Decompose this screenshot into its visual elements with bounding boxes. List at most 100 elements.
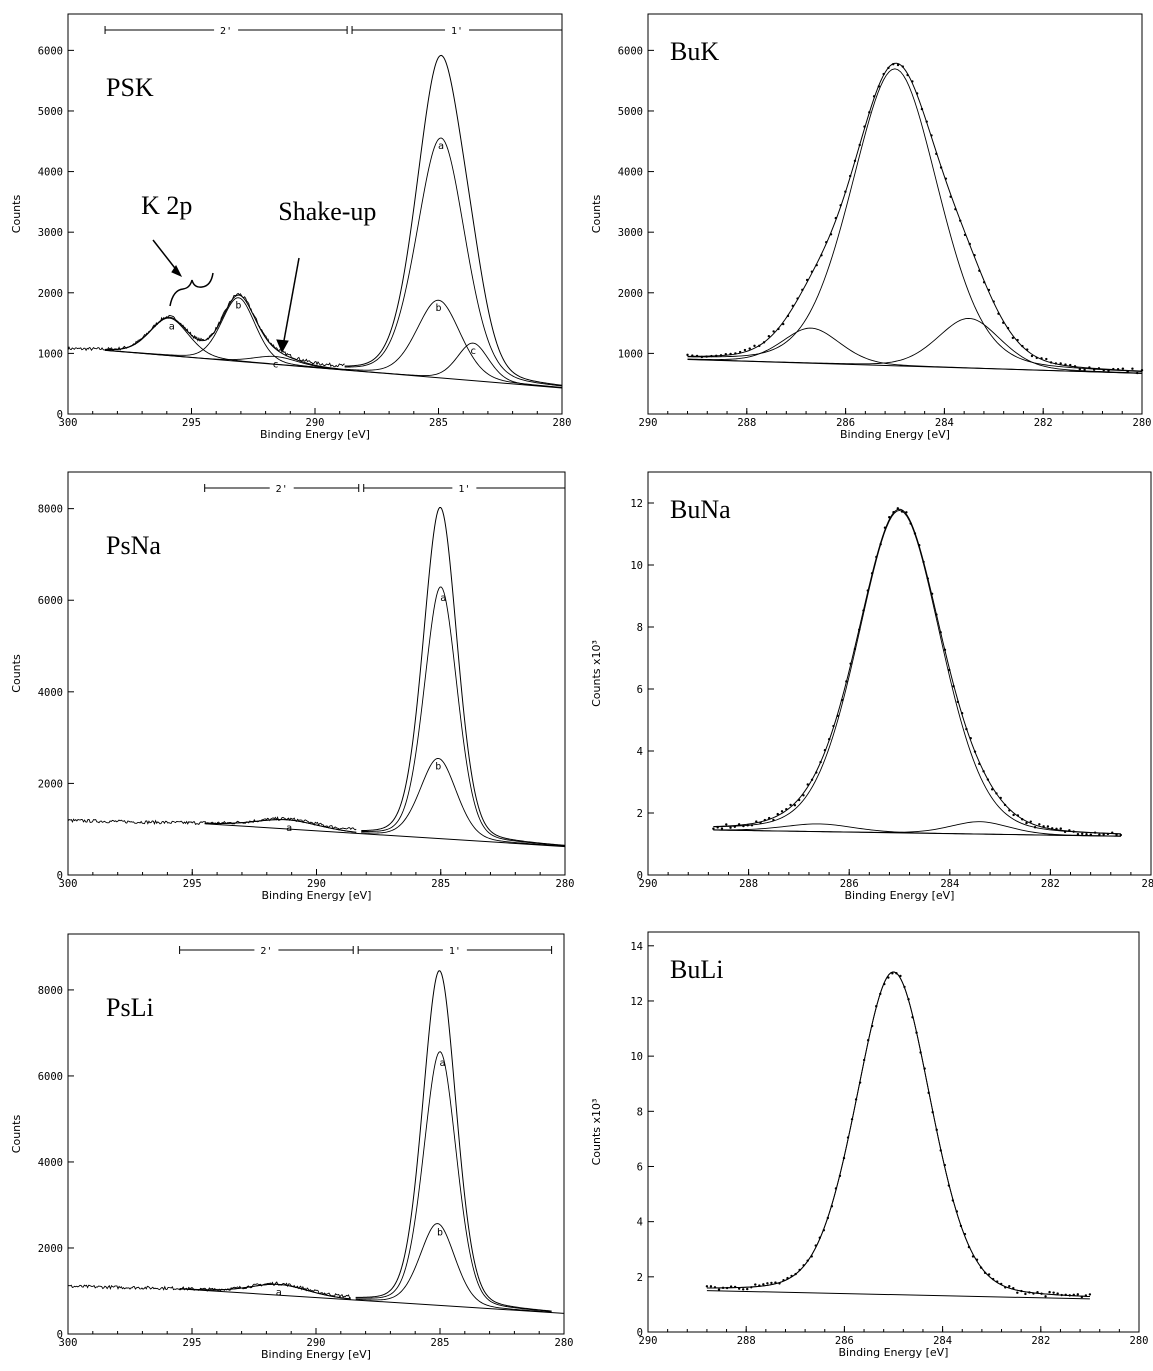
buk-data-point [949,195,952,198]
buna-data-point [725,823,728,826]
buli-data-point [879,992,882,996]
buna-data-point [858,628,861,631]
psk-range-label: 2' [220,26,232,37]
buli-data-point [963,1232,967,1236]
buna-xlabel: Binding Energy [eV] [845,889,955,902]
buli-data-point [1012,1287,1015,1290]
buli-data-point [899,974,902,978]
buli-data-point [729,1285,733,1288]
buna-data-point [905,511,908,514]
buk-data-point [1035,356,1038,360]
psk-component-c [105,349,348,371]
buli-data-point [935,1128,938,1132]
buna-data-point [746,824,749,827]
buk-data-point [1121,367,1125,370]
buk-data-point [1097,367,1101,370]
buna-ytick-label: 8 [637,622,643,634]
buli-data-point [1036,1291,1039,1294]
buk-data-point [868,111,871,114]
buna-data-point [900,510,904,513]
buli-data-point [919,1051,922,1054]
buli-data-point [705,1285,709,1288]
k2p-arrowhead [171,265,183,278]
psli-ytick-label: 0 [57,1329,63,1341]
buk-data-point [954,208,957,211]
buna-ytick-label: 4 [637,746,643,758]
psk-envelope [105,294,348,371]
buna-data-point [815,771,818,774]
buk-data-point [801,288,804,292]
buna-data-point [759,821,762,824]
psli-xtick-label: 285 [431,1337,450,1349]
buli-xtick-label: 284 [933,1335,952,1347]
psk-xtick-label: 285 [429,417,448,429]
buna-data-point [806,783,809,786]
buli-data-point [883,982,886,986]
buk-data-point [820,254,823,257]
buk-data-point [1116,368,1120,371]
buli-data-point [750,1286,753,1289]
buna-xtick-label: 286 [840,878,859,890]
psna-component-a [204,819,357,833]
psli-background-line [179,1288,565,1314]
buk-data-point [834,216,838,220]
buna-data-point [930,592,934,595]
buli-data-point [907,998,910,1001]
buk-ytick-label: 4000 [618,167,643,179]
buna-data-point [1098,833,1101,836]
buna-data-point [875,555,878,559]
buk-data-point [973,254,976,257]
buli-data-point [806,1259,809,1262]
panel-buna: 290 288 286 284 282 280 0 2 4 6 8 10 12 Binding Energ… [590,471,1153,902]
buli-data-point [1060,1293,1063,1297]
buk-data-point [1073,365,1077,368]
buna-data-point [1089,833,1093,836]
psna-component-label: a [286,823,292,834]
buna-data-point [1038,823,1041,826]
psk-ytick-label: 0 [57,409,63,421]
buna-data-point [1033,826,1037,829]
buk-data-point [1092,368,1096,371]
psk-ytick-label: 3000 [38,227,63,239]
buli-data-point [971,1255,975,1258]
buna-data-point [772,818,775,822]
buli-xlabel: Binding Energy [eV] [839,1346,949,1359]
k2p-brace [169,272,214,307]
buk-data-point [915,92,919,95]
buna-ytick-label: 10 [630,560,643,572]
buli-data-point [1080,1295,1084,1299]
buna-data-point [952,685,955,688]
buk-xtick-label: 282 [1034,417,1053,429]
buna-data-point [1020,818,1024,821]
buna-xtick-label: 288 [739,878,758,890]
buk-data-point [1102,369,1105,372]
psna-title: PsNa [106,531,161,560]
buk-data-point [1078,367,1082,371]
buk-data-point [724,352,727,356]
psna-ytick-label: 0 [57,870,63,882]
buna-data-point [943,648,947,652]
buli-data-point [871,1024,874,1028]
psk-component-label: b [235,301,241,312]
buk-data-point [844,190,847,193]
buna-data-point [802,794,805,797]
buna-xtick-label: 290 [639,878,658,890]
buli-ytick-label: 4 [637,1217,643,1229]
shakeup-arrowhead [276,339,289,354]
buli-data-point [762,1283,765,1286]
buli-title: BuLi [670,955,723,984]
buk-data-point [738,350,742,354]
buk-data-point [1136,371,1139,375]
buli-data-point [1028,1291,1031,1294]
buk-ytick-label: 5000 [618,106,643,118]
buk-data-point [1006,326,1010,330]
buli-data-point [709,1285,713,1288]
buli-data-point [766,1282,769,1285]
buk-data-point [715,354,718,358]
buli-data-point [1020,1289,1023,1293]
psna-component-a [361,586,566,847]
buli-data-point [975,1258,979,1261]
buna-data-point [793,803,797,807]
psk-xlabel: Binding Energy [eV] [260,428,370,441]
buna-data-point [1059,827,1062,830]
